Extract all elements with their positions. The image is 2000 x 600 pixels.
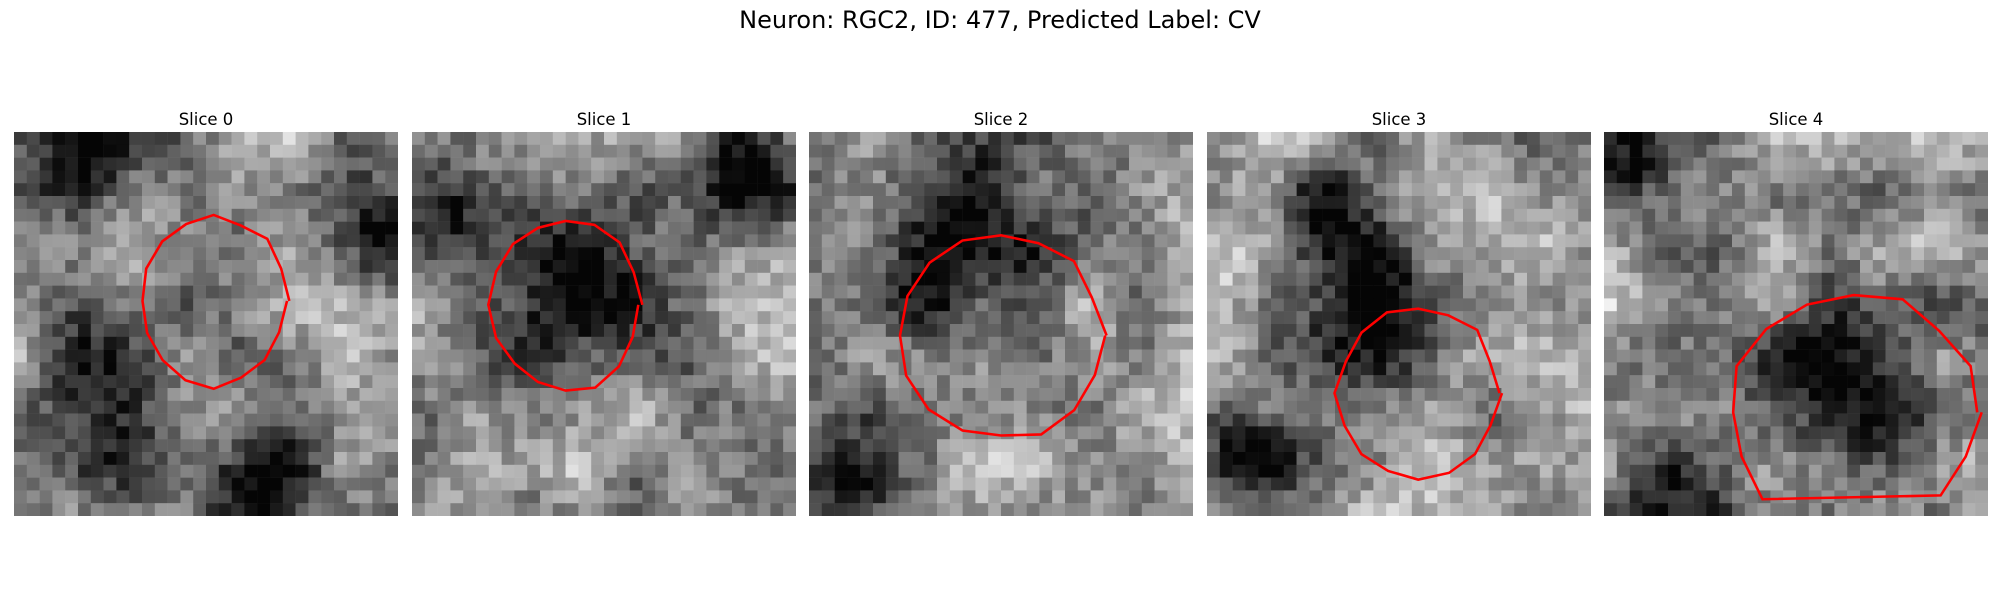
slice-panel-3: Slice 3: [1207, 108, 1591, 516]
roi-contour: [898, 233, 1108, 437]
slice-title-3: Slice 3: [1371, 110, 1427, 129]
slice-title-0: Slice 0: [178, 110, 234, 129]
pixel-grid: [14, 132, 398, 516]
pixel-grid: [1207, 132, 1591, 516]
pixel-grid: [1604, 132, 1988, 516]
slice-title-2: Slice 2: [973, 110, 1029, 129]
figure-title: Neuron: RGC2, ID: 477, Predicted Label: …: [739, 6, 1261, 34]
slice-panel-4: Slice 4: [1604, 108, 1988, 516]
slice-title-1: Slice 1: [576, 110, 632, 129]
slice-image-0: [14, 132, 398, 516]
slice-image-4: [1604, 132, 1988, 516]
roi-contour: [486, 219, 644, 392]
slice-image-1: [412, 132, 796, 516]
slice-panel-2: Slice 2: [809, 108, 1193, 516]
slice-image-3: [1207, 132, 1591, 516]
pixel-grid: [809, 132, 1193, 516]
pixel-grid: [412, 132, 796, 516]
roi-contour: [141, 213, 291, 391]
roi-contour: [1731, 293, 1983, 501]
roi-contour: [1333, 307, 1504, 481]
slice-panel-1: Slice 1: [412, 108, 796, 516]
slice-panel-0: Slice 0: [14, 108, 398, 516]
slice-image-2: [809, 132, 1193, 516]
slice-title-4: Slice 4: [1768, 110, 1824, 129]
